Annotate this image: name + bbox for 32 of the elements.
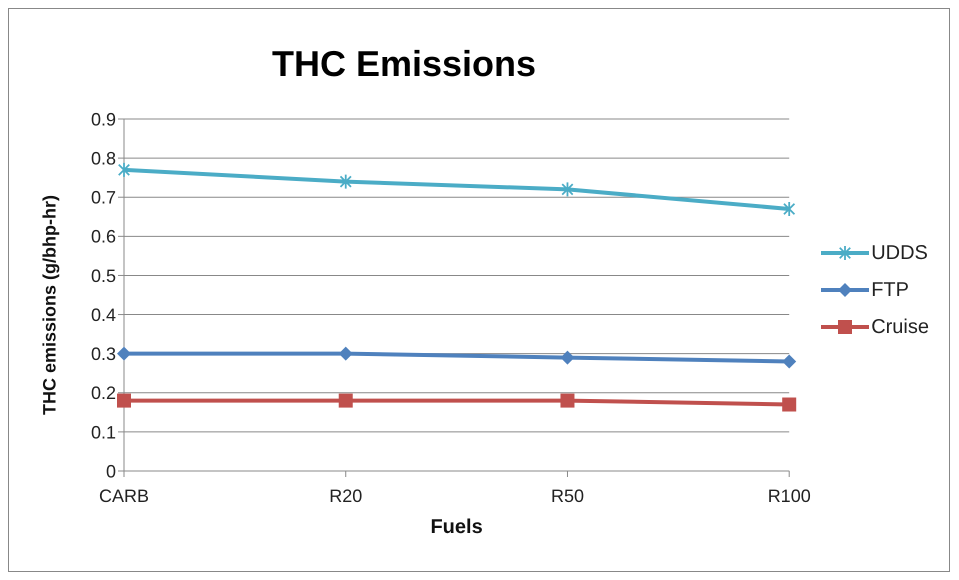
y-tick-label: 0.8 <box>90 148 116 168</box>
legend-label: FTP <box>871 278 909 302</box>
x-axis-title: Fuels <box>430 516 483 538</box>
point <box>782 398 796 412</box>
point <box>117 346 131 361</box>
y-tick-label: 0.3 <box>90 344 116 364</box>
point <box>560 350 574 365</box>
chart-title: THC Emissions <box>270 43 538 85</box>
point <box>782 354 796 368</box>
x-tick-label: R50 <box>550 486 584 506</box>
point <box>118 162 130 178</box>
y-tick-label: 0.2 <box>90 383 116 404</box>
y-tick-label: 0.5 <box>90 266 116 286</box>
y-axis-title: THC emissions (g/bhp-hr) <box>39 194 60 415</box>
y-tick-label: 0.1 <box>90 422 116 442</box>
point <box>783 201 796 217</box>
legend-label: Cruise <box>871 316 929 338</box>
point <box>338 394 353 408</box>
y-tick-label: 0.6 <box>90 226 116 247</box>
point <box>117 394 131 408</box>
y-tick-label: 0.9 <box>90 109 116 130</box>
point <box>338 346 353 361</box>
y-tick-label: 0.7 <box>90 188 116 208</box>
point <box>561 182 574 198</box>
y-tick-label: 0.4 <box>90 304 116 325</box>
point <box>340 174 352 190</box>
x-tick-label: CARB <box>98 486 150 506</box>
x-tick-label: R100 <box>768 486 811 506</box>
y-tick-label: 0 <box>106 461 116 482</box>
x-tick-label: R20 <box>329 486 362 506</box>
point <box>560 394 574 408</box>
legend-label: UDDS <box>871 242 928 264</box>
